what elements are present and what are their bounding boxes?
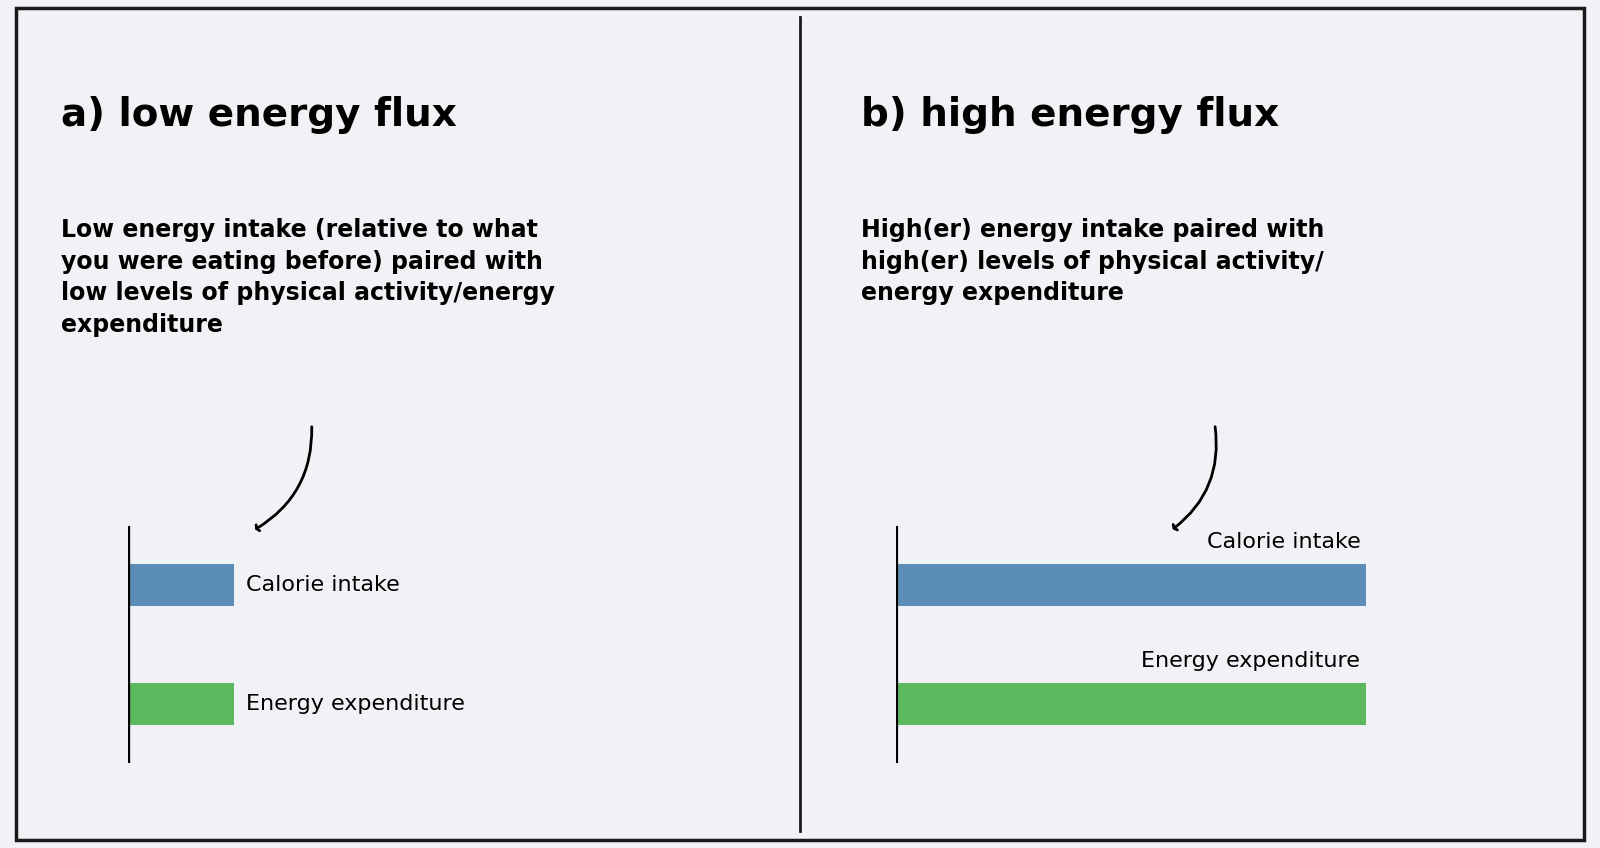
Text: a) low energy flux: a) low energy flux (61, 96, 458, 134)
Text: Energy expenditure: Energy expenditure (246, 694, 464, 714)
Text: Low energy intake (relative to what
you were eating before) paired with
low leve: Low energy intake (relative to what you … (61, 218, 555, 337)
Text: Calorie intake: Calorie intake (246, 575, 400, 595)
Bar (896, 683, 1366, 724)
Bar (128, 565, 235, 605)
Bar (128, 683, 235, 724)
Text: Energy expenditure: Energy expenditure (1141, 651, 1360, 672)
Text: High(er) energy intake paired with
high(er) levels of physical activity/
energy : High(er) energy intake paired with high(… (861, 218, 1325, 305)
Text: Calorie intake: Calorie intake (1206, 533, 1360, 553)
Text: b) high energy flux: b) high energy flux (861, 96, 1280, 134)
Bar (896, 565, 1366, 605)
